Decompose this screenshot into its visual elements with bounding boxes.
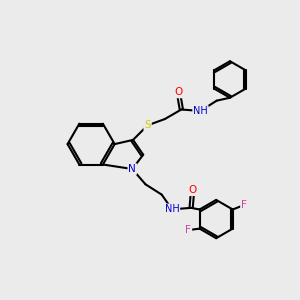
Text: N: N bbox=[128, 164, 136, 174]
Text: O: O bbox=[188, 185, 197, 195]
Text: NH: NH bbox=[165, 204, 179, 214]
Text: F: F bbox=[185, 225, 191, 235]
Text: S: S bbox=[144, 120, 151, 130]
Text: NH: NH bbox=[193, 106, 208, 116]
Text: F: F bbox=[241, 200, 247, 210]
Text: O: O bbox=[174, 87, 182, 98]
